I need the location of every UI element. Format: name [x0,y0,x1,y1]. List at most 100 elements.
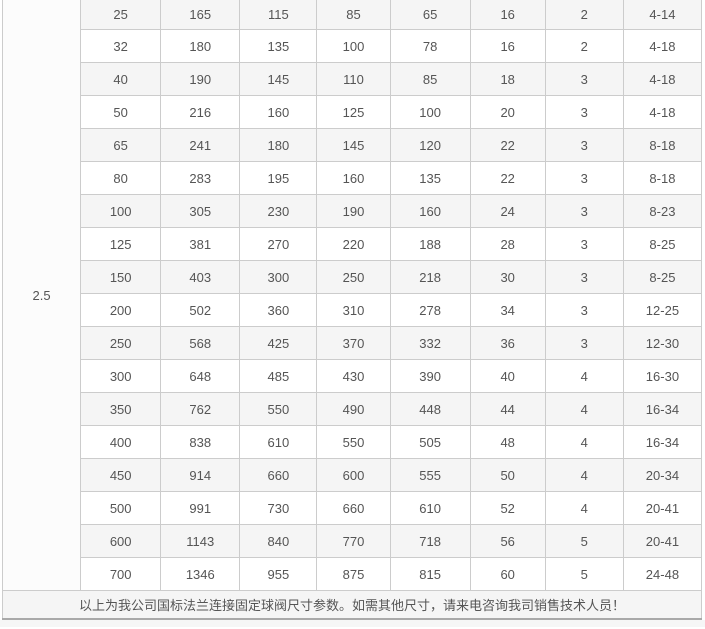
table-cell: 20-34 [622,458,703,492]
table-cell: 24-48 [622,557,703,591]
table-cell: 85 [316,0,391,30]
table-cell: 135 [389,161,471,195]
footer-note: 以上为我公司国标法兰连接固定球阀尺寸参数。如需其他尺寸，请来电咨询我司销售技术人… [2,590,702,620]
table-cell: 4 [544,359,624,393]
table-cell: 700 [80,557,162,591]
table-cell: 610 [239,425,318,459]
table-cell: 360 [239,293,318,327]
table-cell: 220 [316,227,391,261]
table-cell: 120 [389,128,471,162]
table-cell: 3 [544,260,624,294]
table-row: 450 914 660 600 555 50 4 20-34 [3,458,703,492]
table-cell: 8-25 [622,227,703,261]
table-cell: 350 [80,392,162,426]
table-cell: 600 [80,524,162,558]
table-cell: 16 [469,29,546,63]
table-cell: 165 [160,0,241,30]
table-cell: 190 [160,62,241,96]
table-cell: 8-25 [622,260,703,294]
table-cell: 502 [160,293,241,327]
table-cell: 505 [389,425,471,459]
table-cell: 3 [544,62,624,96]
table-cell: 40 [80,62,162,96]
table-cell: 100 [80,194,162,228]
table-cell: 22 [469,161,546,195]
table-cell: 16 [469,0,546,30]
table-cell: 2 [544,29,624,63]
table-cell: 8-23 [622,194,703,228]
table-cell: 448 [389,392,471,426]
table-cell: 4-18 [622,62,703,96]
table-cell: 500 [80,491,162,525]
table-cell: 4-14 [622,0,703,30]
table-cell: 3 [544,194,624,228]
table-cell: 50 [469,458,546,492]
table-cell: 150 [80,260,162,294]
table-cell: 8-18 [622,128,703,162]
table-cell: 914 [160,458,241,492]
table-cell: 50 [80,95,162,129]
table-row: 700 1346 955 875 815 60 5 24-48 [3,557,703,591]
table-cell: 4 [544,425,624,459]
table-cell: 555 [389,458,471,492]
table-cell: 4-18 [622,95,703,129]
table-cell: 450 [80,458,162,492]
table-cell: 80 [80,161,162,195]
table-cell: 5 [544,557,624,591]
table-cell: 3 [544,227,624,261]
table-cell: 430 [316,359,391,393]
table-cell: 18 [469,62,546,96]
table-row: 65 241 180 145 120 22 3 8-18 [3,128,703,162]
table-cell: 32 [80,29,162,63]
table-cell: 1143 [160,524,241,558]
table-cell: 34 [469,293,546,327]
table-cell: 65 [80,128,162,162]
table-cell: 730 [239,491,318,525]
table-cell: 4 [544,458,624,492]
table-cell: 16-30 [622,359,703,393]
table-cell: 610 [389,491,471,525]
table-cell: 3 [544,293,624,327]
table-cell: 8-18 [622,161,703,195]
table-cell: 100 [316,29,391,63]
table-cell: 12-30 [622,326,703,360]
table-cell: 550 [316,425,391,459]
table-cell: 160 [239,95,318,129]
table-cell: 188 [389,227,471,261]
table-cell: 770 [316,524,391,558]
table-cell: 3 [544,326,624,360]
table-cell: 300 [80,359,162,393]
table-cell: 16-34 [622,392,703,426]
table-cell: 20-41 [622,524,703,558]
table-cell: 762 [160,392,241,426]
table-cell: 838 [160,425,241,459]
table-cell: 485 [239,359,318,393]
table-cell: 65 [389,0,471,30]
table-cell: 36 [469,326,546,360]
table-cell: 180 [160,29,241,63]
table-cell: 22 [469,128,546,162]
table-row: 32 180 135 100 78 16 2 4-18 [3,29,703,63]
table-cell: 180 [239,128,318,162]
table-cell: 2 [544,0,624,30]
table-cell: 4-18 [622,29,703,63]
table-cell: 218 [389,260,471,294]
table-cell: 1346 [160,557,241,591]
table-row: 350 762 550 490 448 44 4 16-34 [3,392,703,426]
table-cell: 490 [316,392,391,426]
table-cell: 648 [160,359,241,393]
table-cell: 3 [544,161,624,195]
table-cell: 216 [160,95,241,129]
table-row: 600 1143 840 770 718 56 5 20-41 [3,524,703,558]
table-cell: 60 [469,557,546,591]
table-cell: 25 [80,0,162,30]
table-cell: 3 [544,128,624,162]
table-cell: 955 [239,557,318,591]
table-cell: 56 [469,524,546,558]
table-cell: 230 [239,194,318,228]
table-cell: 160 [316,161,391,195]
table-cell: 305 [160,194,241,228]
table-cell: 4 [544,491,624,525]
table-cell: 52 [469,491,546,525]
